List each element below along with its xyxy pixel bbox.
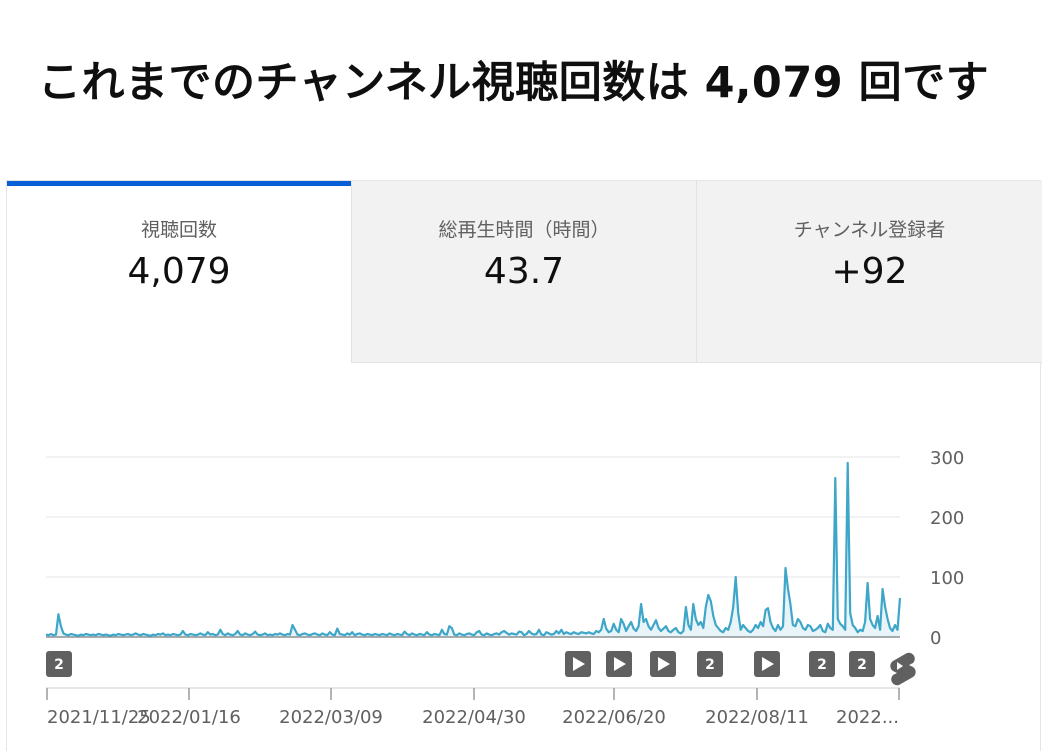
play-icon [573,657,585,671]
tab-watch-time[interactable]: 総再生時間（時間） 43.7 [351,181,696,363]
marker-count-label: 2 [817,657,827,673]
x-tick-label: 2022... [836,707,899,728]
x-tick-label: 2022/03/09 [279,707,383,728]
x-tick-label: 2022/04/30 [422,707,526,728]
video-count-marker [849,651,875,677]
page-title: これまでのチャンネル視聴回数は 4,079 回です [38,58,990,108]
tab-views-label: 視聴回数 [140,219,217,241]
y-tick-label: 100 [930,568,964,589]
marker-count-label: 2 [705,657,715,673]
video-count-marker [809,651,835,677]
series-area [46,463,900,637]
analytics-card: 視聴回数 4,079 総再生時間（時間） 43.7 チャンネル登録者 +92 [6,180,1042,751]
video-count-marker [697,651,723,677]
x-tick-label: 2022/06/20 [562,707,666,728]
tab-views-value: 4,079 [127,251,231,292]
video-count-marker [46,651,72,677]
tab-subscribers-value: +92 [831,251,908,292]
tab-subscribers[interactable]: チャンネル登録者 +92 [696,181,1042,363]
y-tick-label: 0 [930,628,941,649]
play-icon [658,657,670,671]
tab-views[interactable]: 視聴回数 4,079 [7,181,351,363]
play-icon [762,657,774,671]
marker-count-label: 2 [857,657,867,673]
shorts-icon-shape [890,652,916,686]
y-tick-label: 200 [930,508,964,529]
marker-count-label: 2 [54,657,64,673]
series-line [45,461,902,637]
shorts-icon-play [897,662,903,670]
play-icon [614,657,626,671]
x-tick-label: 2022/08/11 [705,707,809,728]
metric-tabs: 視聴回数 4,079 総再生時間（時間） 43.7 チャンネル登録者 +92 [7,181,1042,363]
tab-watch-time-value: 43.7 [483,251,565,292]
tab-watch-time-label: 総再生時間（時間） [438,219,610,241]
x-tick-label: 2022/01/16 [137,707,241,728]
x-tick-label: 2021/11/25 [47,707,151,728]
tab-subscribers-label: チャンネル登録者 [793,219,946,241]
shorts-icon [890,652,916,686]
y-tick-label: 300 [930,448,964,469]
